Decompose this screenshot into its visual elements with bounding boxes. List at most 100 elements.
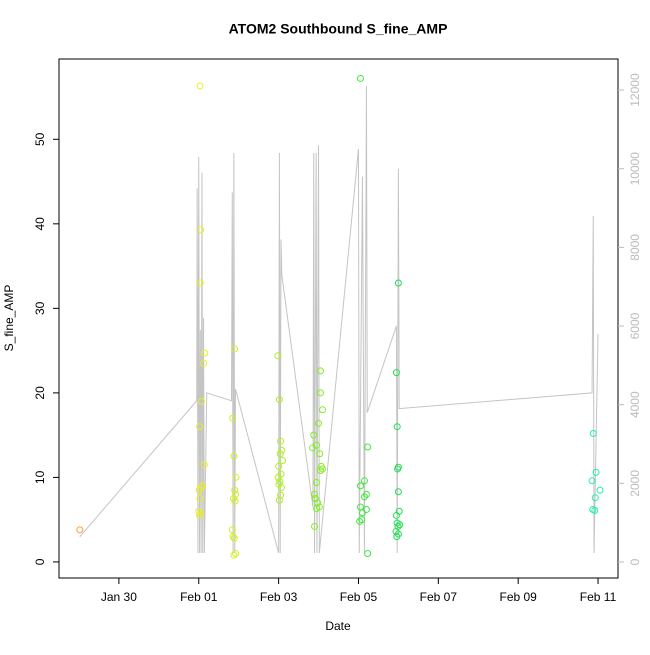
x-tick-label: Feb 09	[499, 590, 537, 604]
point	[364, 443, 372, 451]
point	[277, 491, 285, 499]
y2-tick-label: 2000	[628, 470, 642, 497]
point	[356, 517, 364, 525]
point	[317, 389, 325, 397]
point	[394, 488, 402, 496]
point	[274, 473, 282, 481]
point	[198, 397, 206, 405]
chart-title: ATOM2 Southbound S_fine_AMP	[229, 21, 448, 37]
point	[278, 446, 286, 454]
point	[275, 496, 283, 504]
point	[396, 521, 404, 529]
point	[195, 507, 203, 515]
y-tick-label: 50	[33, 132, 47, 146]
y-tick-label: 0	[33, 558, 47, 565]
point	[277, 437, 285, 445]
y-axis-label: S_fine_AMP	[2, 285, 16, 352]
point	[229, 533, 237, 541]
point	[196, 423, 204, 431]
point	[200, 461, 208, 469]
y-tick-label: 40	[33, 217, 47, 231]
point	[317, 367, 325, 375]
point	[277, 484, 285, 492]
point	[279, 457, 287, 465]
point	[196, 511, 204, 519]
point	[197, 226, 205, 234]
point	[230, 534, 238, 542]
point	[311, 522, 319, 530]
point	[230, 551, 238, 559]
point	[394, 465, 402, 473]
point	[231, 497, 239, 505]
point	[392, 369, 400, 377]
point	[394, 279, 402, 287]
point	[231, 490, 239, 498]
point	[362, 506, 370, 514]
y-tick-label: 10	[33, 470, 47, 484]
x-tick-label: Feb 05	[340, 590, 378, 604]
point	[230, 452, 238, 460]
point	[393, 533, 401, 541]
point	[364, 549, 372, 557]
point	[231, 345, 239, 353]
point	[196, 82, 204, 90]
point	[317, 467, 325, 475]
point	[596, 486, 604, 494]
point	[228, 526, 236, 534]
y2-tick-label: 4000	[628, 391, 642, 418]
point	[592, 468, 600, 476]
y2-tick-label: 10000	[628, 152, 642, 186]
y2-tick-label: 8000	[628, 234, 642, 261]
point	[231, 549, 239, 557]
point	[309, 444, 317, 452]
point	[76, 526, 84, 534]
point	[356, 482, 364, 490]
plot-frame	[58, 58, 619, 579]
point	[591, 494, 599, 502]
point	[274, 352, 282, 360]
point	[229, 414, 237, 422]
point	[319, 465, 327, 473]
x-tick-label: Feb 01	[180, 590, 218, 604]
x-tick-label: Feb 11	[580, 590, 617, 604]
y2-tick-label: 0	[628, 558, 642, 565]
point	[316, 450, 324, 458]
point	[315, 419, 323, 427]
point	[360, 477, 368, 485]
point	[588, 477, 596, 485]
point	[313, 505, 321, 513]
y2-tick-label: 6000	[628, 312, 642, 339]
y2-tick-label: 12000	[628, 73, 642, 107]
point	[201, 349, 209, 357]
point	[275, 396, 283, 404]
y-tick-label: 30	[33, 301, 47, 315]
point	[311, 490, 319, 498]
point	[589, 429, 597, 437]
point	[392, 511, 400, 519]
x-tick-label: Jan 30	[101, 590, 137, 604]
x-tick-label: Feb 03	[260, 590, 298, 604]
point	[356, 74, 364, 82]
x-axis-label: Date	[325, 619, 351, 633]
point	[319, 406, 327, 414]
point	[195, 486, 203, 494]
point	[231, 486, 239, 494]
point	[310, 431, 318, 439]
point	[276, 450, 284, 458]
line	[79, 86, 599, 554]
point	[358, 516, 366, 524]
point	[196, 495, 204, 503]
point	[200, 359, 208, 367]
point	[313, 478, 321, 486]
point	[356, 503, 364, 511]
x-tick-label: Feb 07	[420, 590, 458, 604]
point	[358, 509, 366, 517]
point	[360, 493, 368, 501]
point	[196, 279, 204, 287]
point	[393, 423, 401, 431]
point	[591, 506, 599, 514]
point	[275, 462, 283, 470]
point	[232, 473, 240, 481]
y-tick-label: 20	[33, 386, 47, 400]
